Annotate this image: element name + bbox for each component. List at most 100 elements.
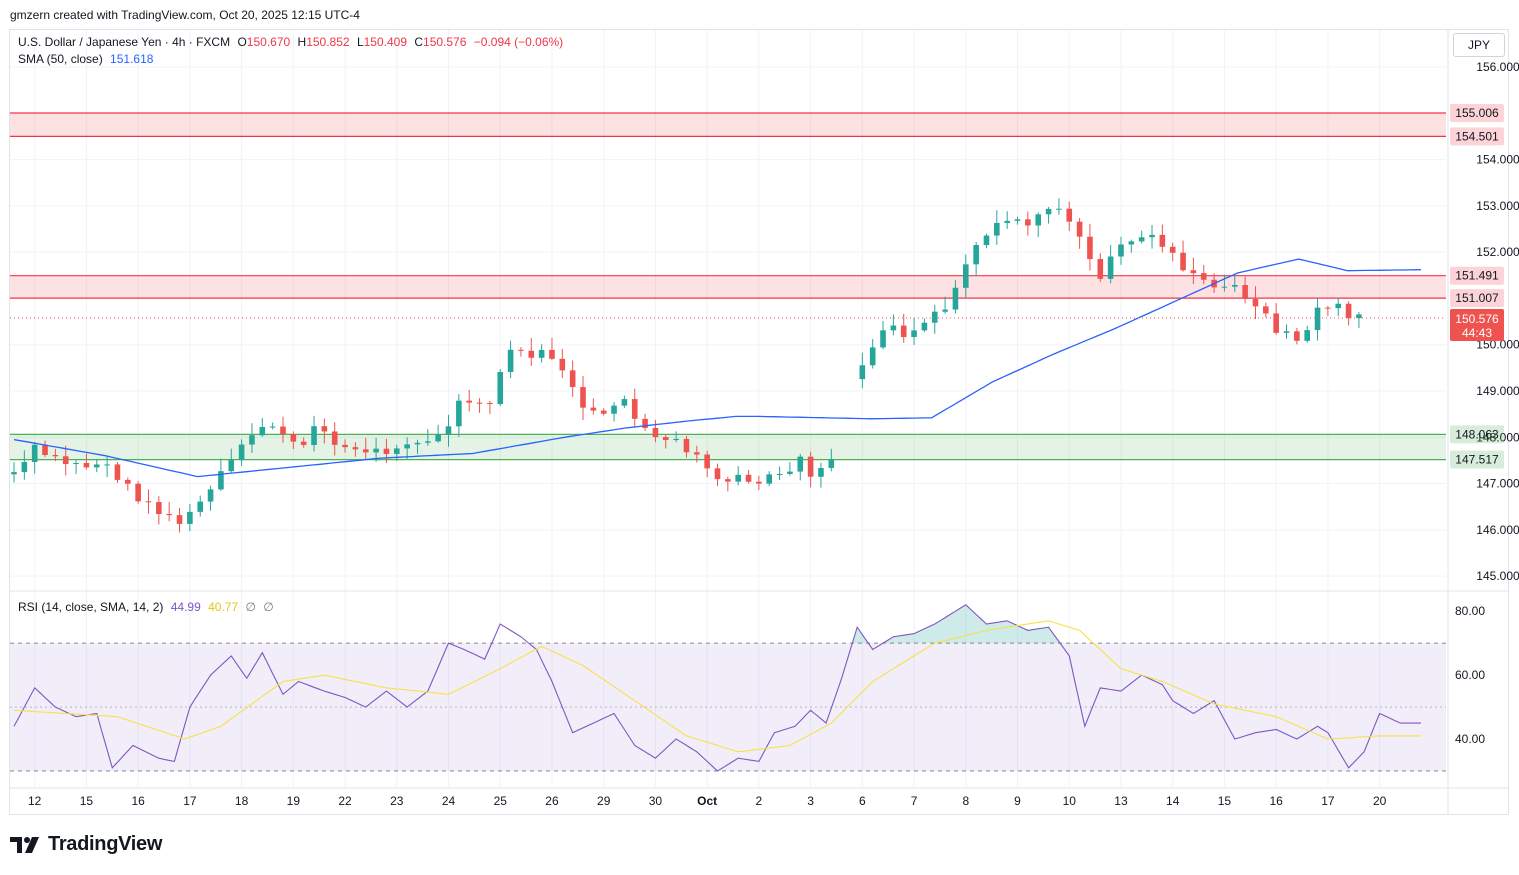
candle-body	[83, 462, 90, 468]
time-tick-label: 20	[1373, 794, 1387, 808]
time-tick-label: 3	[807, 794, 814, 808]
candle-body	[600, 410, 607, 414]
candle-body	[1263, 306, 1269, 314]
candle-body	[1356, 314, 1362, 319]
time-tick-label: 9	[1014, 794, 1021, 808]
rsi-empty-slot-1: ∅	[245, 600, 256, 614]
rsi-legend[interactable]: RSI (14, close, SMA, 14, 2) 44.99 40.77 …	[18, 600, 278, 614]
time-tick-label: 23	[390, 794, 404, 808]
rsi-label: RSI (14, close, SMA, 14, 2)	[18, 600, 164, 614]
symbol-label[interactable]: U.S. Dollar / Japanese Yen · 4h · FXCM	[18, 35, 231, 49]
candle-body	[962, 264, 969, 288]
candle-body	[1242, 284, 1248, 299]
candle-body	[973, 245, 979, 265]
sma-label: SMA (50, close)	[18, 52, 103, 66]
candle-body	[1325, 307, 1331, 309]
candle-body	[621, 399, 628, 406]
candle-body	[952, 287, 959, 310]
candle-body	[1087, 236, 1093, 260]
price-tick-label: 149.000	[1476, 384, 1519, 398]
currency-selector[interactable]: JPY	[1453, 33, 1505, 57]
time-tick-label: 15	[1218, 794, 1232, 808]
candle-body	[331, 431, 338, 445]
candle-body	[73, 462, 79, 464]
time-tick-label: 15	[80, 794, 94, 808]
candle-body	[321, 426, 328, 432]
time-tick-label: 8	[962, 794, 969, 808]
candle-body	[807, 456, 814, 477]
price-tick-label: 150.000	[1476, 338, 1519, 352]
candle-body	[1138, 237, 1145, 242]
candle-body	[197, 501, 204, 512]
candle-body	[1169, 246, 1176, 253]
candle-body	[1035, 214, 1042, 226]
candle-body	[704, 454, 710, 469]
candle-body	[538, 349, 545, 358]
candle-body	[114, 464, 121, 480]
price-tick-label: 147.000	[1476, 477, 1519, 491]
candle-body	[590, 407, 597, 411]
price-tick-label: 148.000	[1476, 430, 1519, 444]
candle-body	[373, 448, 379, 453]
rsi-overbought-fill	[841, 604, 1080, 644]
time-tick-label: 29	[597, 794, 611, 808]
candle-body	[145, 501, 152, 503]
price-tick-label: 146.000	[1476, 523, 1519, 537]
candle-body	[1149, 234, 1155, 238]
candle-body	[166, 513, 172, 516]
candle-body	[487, 402, 493, 405]
time-tick-label: 14	[1166, 794, 1180, 808]
candle-body	[207, 489, 214, 502]
time-tick-label: 2	[756, 794, 763, 808]
candle-body	[1283, 331, 1290, 333]
price-marker-label: 151.007	[1455, 291, 1499, 305]
candle-body	[1180, 252, 1186, 271]
candle-body	[1014, 219, 1021, 221]
candle-body	[921, 322, 928, 331]
candle-body	[176, 515, 183, 524]
candle-body	[456, 400, 462, 427]
candle-body	[218, 471, 224, 490]
candle-body	[1066, 208, 1073, 222]
candle-body	[125, 479, 131, 484]
change-value: −0.094 (−0.06%)	[473, 35, 564, 49]
candle-body	[1128, 241, 1135, 245]
low-label: L	[356, 35, 364, 49]
high-value: 150.852	[306, 35, 350, 49]
candle-body	[404, 444, 410, 449]
price-tick-label: 154.000	[1476, 153, 1519, 167]
candle-body	[766, 474, 773, 484]
candle-body	[466, 400, 473, 403]
rsi-ma-value: 40.77	[208, 600, 239, 614]
countdown-label: 44:43	[1462, 326, 1492, 340]
time-tick-label: Oct	[697, 794, 717, 808]
zone-1	[10, 275, 1446, 299]
rsi-ma-line	[13, 620, 1421, 753]
candle-body	[1097, 259, 1104, 279]
candle-body	[528, 350, 535, 358]
candle-body	[983, 235, 990, 246]
price-marker-label: 151.491	[1455, 269, 1499, 283]
last-price-tag	[1450, 309, 1504, 342]
time-tick-label: 26	[545, 794, 559, 808]
price-tick-label: 152.000	[1476, 245, 1519, 259]
sma-legend[interactable]: SMA (50, close) 151.618	[18, 52, 157, 66]
candle-body	[569, 370, 576, 388]
candle-body	[828, 460, 835, 468]
time-tick-label: 12	[28, 794, 42, 808]
sma-value: 151.618	[110, 52, 154, 66]
candle-body	[714, 468, 721, 480]
zone-2	[10, 434, 1446, 460]
candle-body	[1025, 219, 1031, 226]
candle-body	[476, 402, 483, 404]
time-tick-label: 16	[1269, 794, 1283, 808]
price-marker-label: 148.063	[1455, 427, 1499, 441]
candle-body	[414, 442, 421, 445]
candle-body	[1190, 270, 1197, 274]
zone-0	[10, 113, 1446, 137]
candle-body	[652, 427, 659, 438]
candle-body	[507, 349, 514, 373]
candle-body	[1294, 331, 1300, 341]
candle-body	[1004, 220, 1010, 223]
